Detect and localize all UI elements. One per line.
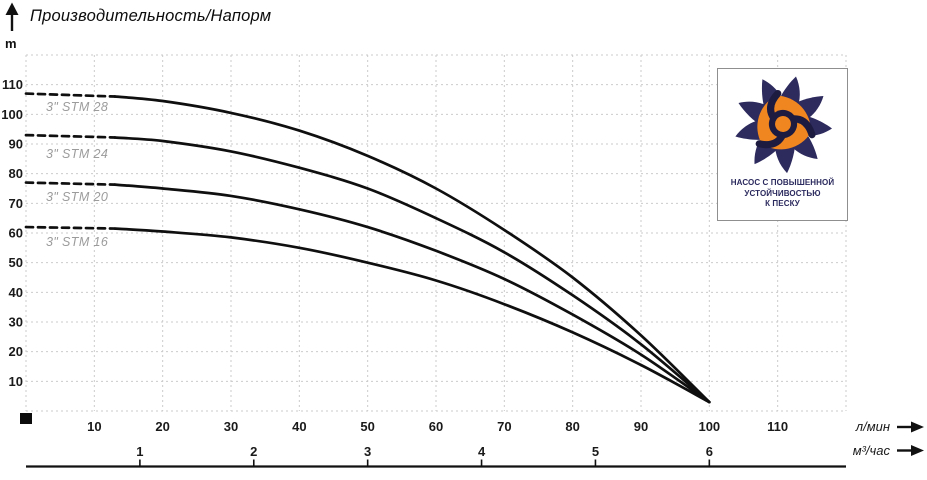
x-axis-unit-m3h: м³/час (852, 443, 890, 458)
svg-text:40: 40 (9, 285, 23, 300)
curve-label-stm28: 3" STM 28 (46, 100, 109, 114)
svg-text:40: 40 (292, 419, 306, 434)
svg-text:100: 100 (1, 107, 23, 122)
svg-text:20: 20 (9, 344, 23, 359)
svg-text:10: 10 (87, 419, 101, 434)
svg-text:90: 90 (634, 419, 648, 434)
svg-text:50: 50 (9, 255, 23, 270)
secondary-x-axis (26, 459, 846, 468)
x-tick-labels-lmin: 10 20 30 40 50 60 70 80 90 100 110 (87, 419, 788, 434)
pump-logo-caption-line2: УСТОЙЧИВОСТЬЮ (744, 188, 821, 198)
svg-text:6: 6 (706, 444, 713, 459)
svg-text:60: 60 (429, 419, 443, 434)
svg-text:100: 100 (698, 419, 720, 434)
pump-logo-flower-icon (734, 76, 832, 174)
y-axis-unit-label: m (5, 36, 17, 51)
svg-text:110: 110 (2, 77, 23, 92)
grid-layer (25, 54, 847, 412)
svg-text:80: 80 (9, 166, 23, 181)
x-axis-unit-lmin: л/мин (855, 419, 890, 434)
svg-text:110: 110 (767, 419, 788, 434)
svg-text:2: 2 (250, 444, 257, 459)
svg-text:70: 70 (9, 196, 23, 211)
origin-marker (20, 413, 32, 424)
x-tick-labels-m3h: 1 2 3 4 5 6 (136, 444, 713, 459)
curve-label-stm16: 3" STM 16 (46, 235, 109, 249)
svg-text:60: 60 (9, 226, 23, 241)
svg-text:50: 50 (360, 419, 374, 434)
pump-logo-caption: НАСОС С ПОВЫШЕННОЙ УСТОЙЧИВОСТЬЮ К ПЕСКУ (731, 178, 834, 210)
chart-title: Производительность/Напорм (30, 7, 272, 25)
curve-label-stm24: 3" STM 24 (46, 147, 109, 161)
svg-text:5: 5 (592, 444, 599, 459)
pump-logo: НАСОС С ПОВЫШЕННОЙ УСТОЙЧИВОСТЬЮ К ПЕСКУ (717, 68, 848, 221)
y-tick-labels: 110 100 90 80 70 60 50 40 30 20 10 (1, 77, 23, 389)
axis-arrows (5, 2, 924, 456)
svg-text:80: 80 (565, 419, 579, 434)
svg-text:10: 10 (9, 374, 23, 389)
curve-label-stm20: 3" STM 20 (46, 190, 109, 204)
svg-text:4: 4 (478, 444, 486, 459)
svg-text:30: 30 (224, 419, 238, 434)
pump-logo-caption-line1: НАСОС С ПОВЫШЕННОЙ (730, 178, 835, 187)
svg-text:70: 70 (497, 419, 511, 434)
svg-text:3: 3 (364, 444, 371, 459)
pump-logo-caption-line3: К ПЕСКУ (765, 199, 800, 208)
svg-text:1: 1 (136, 444, 143, 459)
svg-text:30: 30 (9, 315, 23, 330)
svg-text:90: 90 (9, 137, 23, 152)
curves-layer (24, 92, 711, 404)
svg-text:20: 20 (155, 419, 169, 434)
